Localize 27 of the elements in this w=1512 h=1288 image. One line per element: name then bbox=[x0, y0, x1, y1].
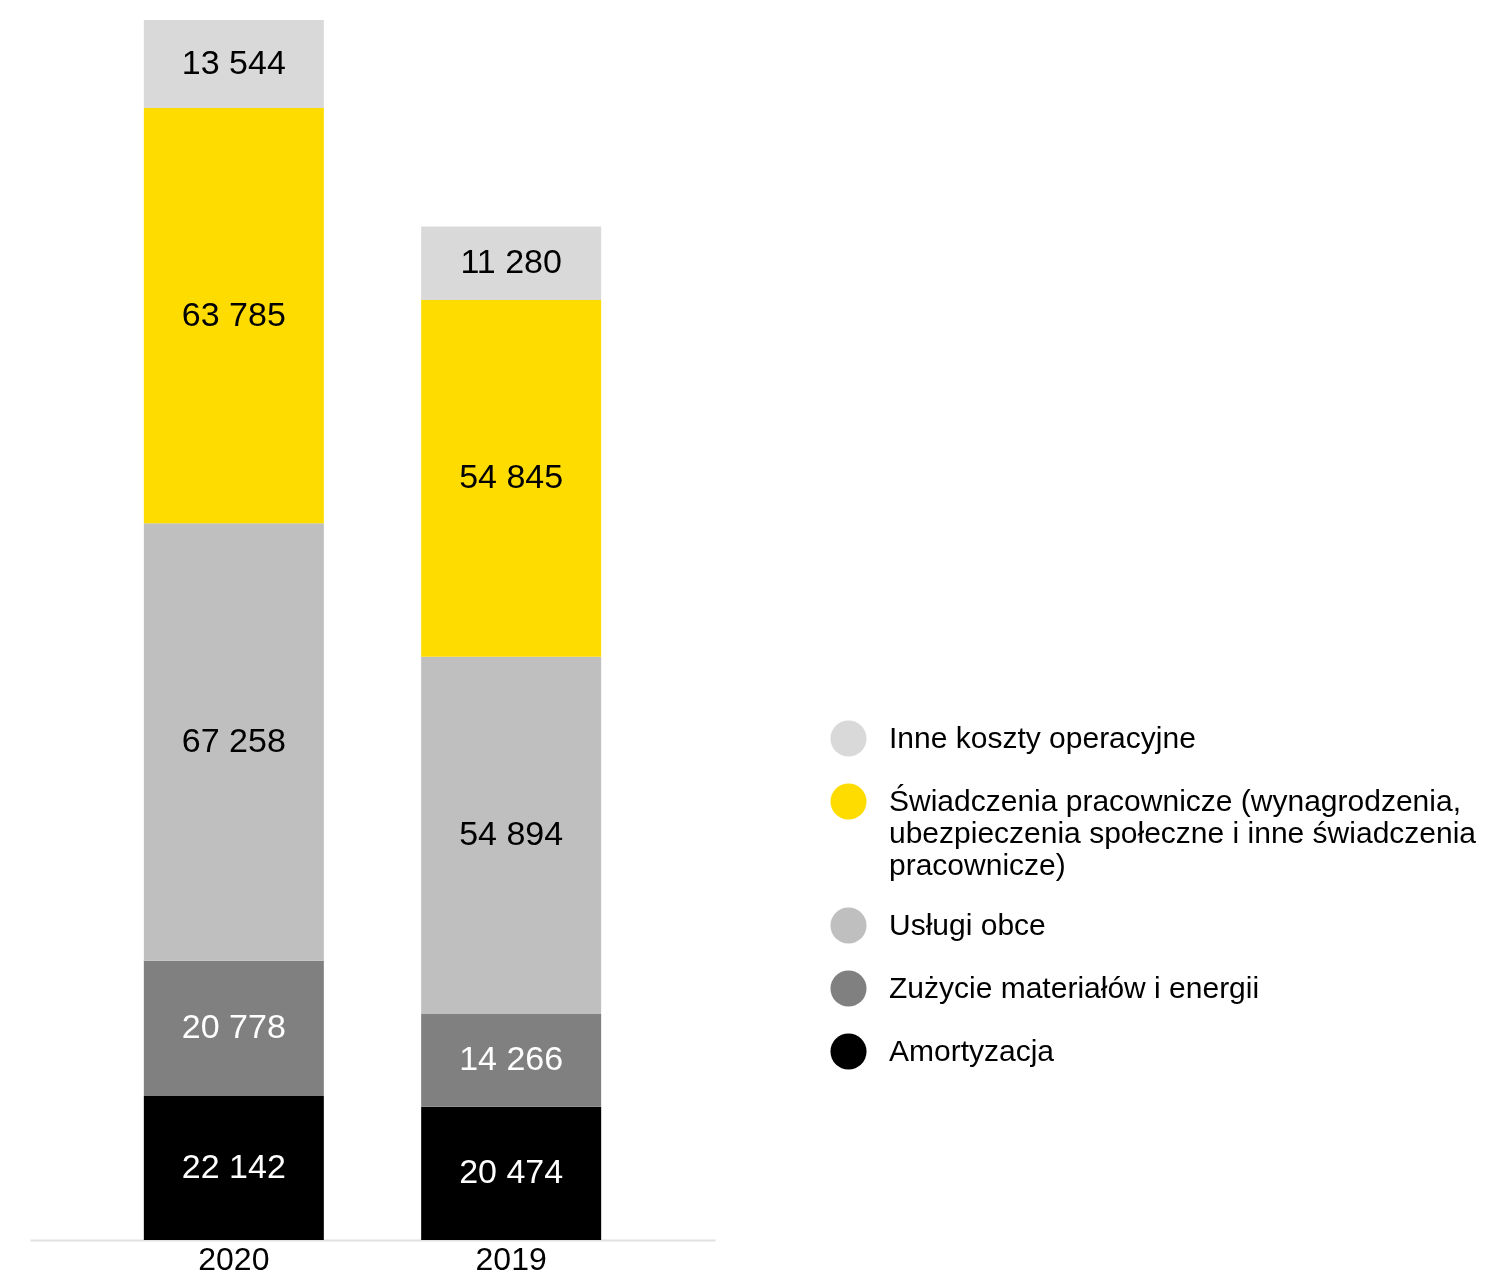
data-label: 20 474 bbox=[459, 1152, 564, 1191]
bar bbox=[143, 1095, 324, 1240]
legend-label: Inne koszty operacyjne bbox=[889, 720, 1196, 754]
bar bbox=[143, 523, 324, 961]
bar bbox=[143, 960, 324, 1096]
data-label: 54 894 bbox=[459, 814, 564, 853]
legend-label: Amortyzacja bbox=[889, 1033, 1055, 1067]
bar bbox=[143, 108, 324, 524]
bar bbox=[421, 1013, 602, 1107]
bar bbox=[143, 20, 324, 109]
data-label: 11 280 bbox=[460, 242, 562, 281]
bar bbox=[421, 1106, 602, 1240]
x-tick-label: 2019 bbox=[475, 1240, 547, 1277]
bar bbox=[421, 656, 602, 1014]
bar bbox=[421, 299, 602, 657]
bar bbox=[421, 226, 602, 300]
data-label: 14 266 bbox=[459, 1039, 564, 1078]
data-label: 54 845 bbox=[459, 457, 564, 496]
x-tick-label: 2020 bbox=[198, 1240, 270, 1277]
legend-label: Świadczenia pracownicze (wynagrodzenia, ubezpieczenia społeczne i inne świadczenia pracownicze) bbox=[889, 783, 1477, 881]
data-label: 13 544 bbox=[181, 43, 286, 82]
data-label: 67 258 bbox=[181, 720, 286, 759]
legend-label: Zużycie materiałów i energii bbox=[889, 970, 1260, 1004]
data-label: 20 778 bbox=[181, 1007, 286, 1046]
data-label: 22 142 bbox=[181, 1146, 286, 1185]
legend-label: Usługi obce bbox=[889, 907, 1046, 941]
data-label: 63 785 bbox=[181, 294, 286, 333]
